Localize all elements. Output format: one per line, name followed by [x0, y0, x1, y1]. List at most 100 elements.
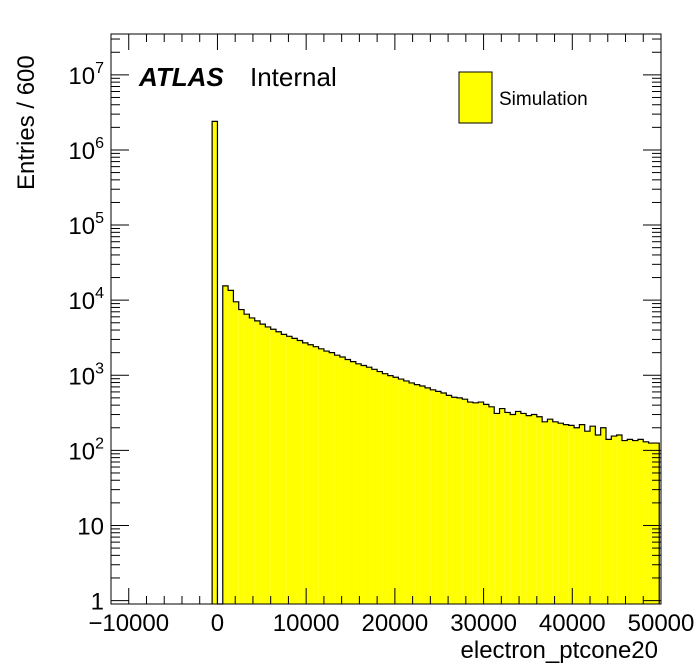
histogram-bar [579, 424, 585, 604]
histogram-bar [536, 416, 543, 604]
histogram-bar [542, 421, 548, 604]
plot-frame [110, 33, 662, 605]
histogram-bar [600, 427, 606, 604]
histogram-bar [334, 355, 340, 604]
histogram-bar [249, 317, 255, 604]
y-tick-label: 10 [77, 513, 104, 540]
histogram-bar [419, 385, 426, 604]
histogram-bar [499, 408, 505, 604]
histogram-bar [568, 425, 575, 604]
histogram-bar [643, 441, 649, 604]
histogram-bar [244, 314, 250, 604]
x-tick-label: 10000 [273, 610, 340, 637]
histogram-bar [451, 397, 457, 604]
histogram-bar [467, 402, 473, 604]
histogram-bar [627, 439, 633, 604]
histogram-bar [606, 439, 612, 604]
internal-label: Internal [250, 62, 337, 92]
y-tick-label: 1 [91, 589, 104, 616]
histogram-bar [323, 351, 330, 604]
legend-swatch [458, 71, 493, 124]
histogram-bar [435, 391, 441, 604]
histogram-bar [270, 329, 276, 604]
histogram-bar [584, 431, 591, 604]
histogram-bar [307, 344, 314, 604]
histogram-bar [286, 336, 292, 604]
histogram-bar [446, 395, 452, 604]
histogram-bar [377, 371, 383, 604]
legend-label: Simulation [499, 89, 588, 110]
histogram-bar [462, 399, 468, 604]
histogram-bar [526, 415, 532, 604]
histogram-bar [590, 426, 596, 604]
histogram-bar [238, 309, 245, 604]
y-tick-label: 107 [68, 60, 104, 90]
x-tick-label: 50000 [628, 610, 695, 637]
histogram-bar [398, 379, 404, 604]
histogram-bar [653, 443, 660, 604]
x-tick-label: 30000 [450, 610, 517, 637]
atlas-label: ATLAS [138, 62, 224, 92]
histogram-bar [456, 397, 463, 604]
x-tick-label: −10000 [88, 610, 169, 637]
histogram-bar [297, 340, 303, 604]
histogram-bar [430, 389, 436, 604]
histogram-bar [648, 443, 654, 604]
histogram-bar [547, 419, 553, 604]
histogram-bar [403, 380, 410, 604]
histogram-bar [632, 440, 638, 604]
y-tick-label: 104 [68, 285, 104, 315]
y-tick-label: 106 [68, 135, 104, 165]
histogram-bar [366, 367, 372, 604]
y-tick-label: 103 [68, 360, 104, 390]
histogram-bar [531, 414, 537, 604]
histogram-bar [414, 384, 420, 604]
histogram-bar [339, 357, 346, 604]
histogram-bar [302, 342, 308, 604]
histogram-bar [637, 439, 644, 604]
histogram-bar [558, 423, 564, 604]
y-tick-label: 102 [68, 435, 104, 465]
histogram-bar [345, 359, 351, 604]
histogram-bar [409, 382, 415, 604]
histogram-bar [313, 346, 319, 604]
histogram-bar [387, 375, 394, 604]
histogram-bars [211, 120, 660, 605]
histogram-bar [393, 377, 399, 604]
histogram-bar [494, 413, 500, 604]
histogram-bar [425, 387, 431, 604]
histogram-bar [510, 414, 516, 604]
x-axis-title: electron_ptcone20 [461, 637, 658, 664]
axis-ticks [110, 34, 662, 604]
histogram-bar [478, 402, 484, 604]
x-tick-label: 0 [211, 610, 224, 637]
histogram-bar [318, 348, 324, 604]
histogram-bar [515, 411, 521, 604]
histogram-bar [276, 331, 282, 604]
x-tick-label: 20000 [361, 610, 428, 637]
histogram-bar [611, 436, 617, 604]
histogram-bar [265, 326, 271, 604]
histogram-bar [329, 352, 335, 604]
histogram-bar [616, 435, 622, 604]
histogram-bar [355, 363, 362, 604]
histogram-bar [281, 334, 287, 604]
histogram-bar [595, 435, 601, 604]
histogram-bar [291, 338, 298, 604]
histogram-bar [504, 412, 511, 604]
histogram-bar [488, 406, 495, 604]
histogram-bar [621, 440, 628, 604]
histogram-bar [222, 285, 229, 604]
histogram-bar [260, 324, 266, 604]
histogram-bar [228, 290, 234, 604]
histogram-outline [211, 120, 660, 605]
histogram-bar [254, 320, 261, 604]
histogram-bar [563, 424, 569, 604]
axis-tick-labels: −10000 0 10000 20000 30000 40000 50000 1 10 102 10… [68, 60, 694, 637]
histogram-bar [520, 413, 527, 604]
histogram-bar [350, 361, 356, 604]
histogram-bar [233, 301, 239, 604]
histogram-bar [382, 373, 388, 604]
x-tick-label: 40000 [539, 610, 606, 637]
